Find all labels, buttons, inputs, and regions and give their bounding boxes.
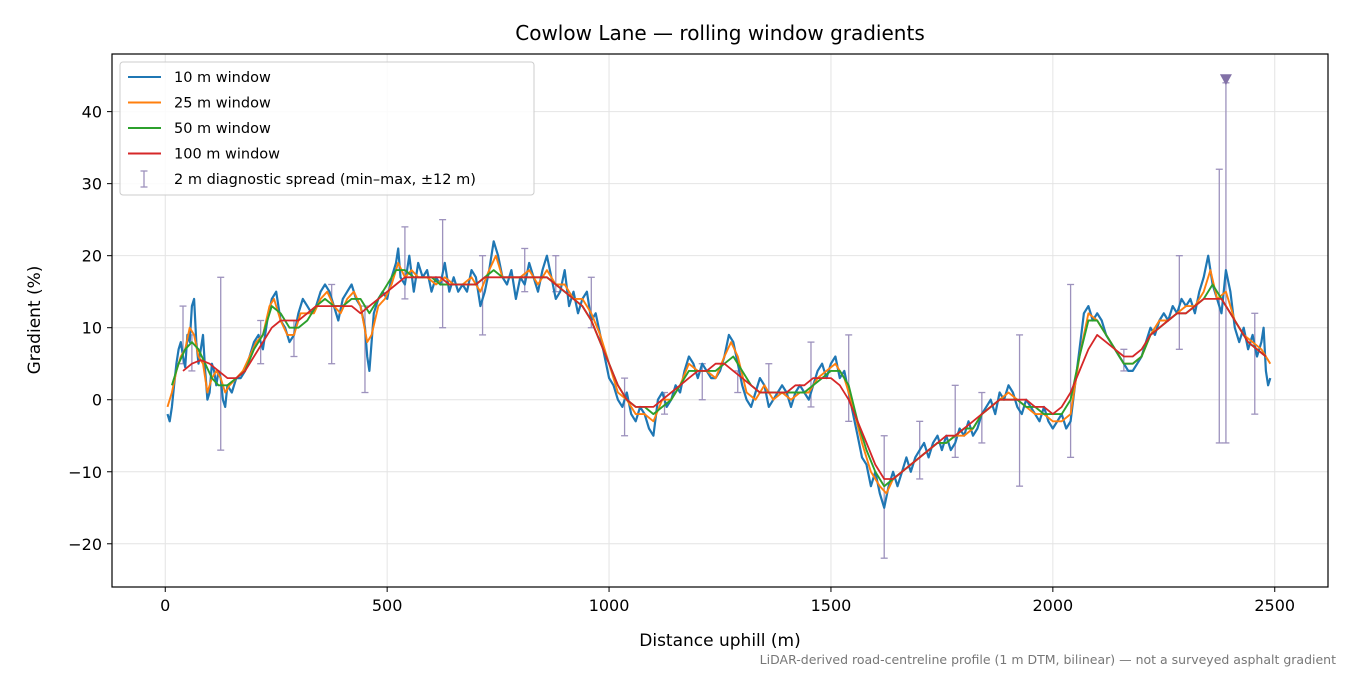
errorbar [1251, 312, 1259, 415]
y-tick-label: −10 [68, 463, 102, 482]
errorbar [978, 391, 986, 444]
legend: 10 m window 25 m window 50 m window 100 m w… [119, 61, 535, 196]
errorbar [880, 435, 888, 559]
chart-title: Cowlow Lane — rolling window gradients [515, 21, 924, 45]
x-axis-ticks: 0 500 1000 1500 2000 2500 [160, 587, 1295, 615]
footnote: LiDAR-derived road-centreline profile (1… [760, 652, 1336, 667]
x-tick-label: 2000 [1032, 596, 1073, 615]
errorbar [401, 226, 409, 300]
errorbar [1120, 348, 1128, 372]
x-tick-label: 500 [372, 596, 403, 615]
legend-label-3: 50 m window [174, 121, 271, 137]
errorbar [845, 334, 853, 422]
x-axis-label: Distance uphill (m) [639, 631, 800, 651]
errorbar [951, 384, 959, 459]
errorbar [1067, 283, 1075, 459]
y-tick-label: −20 [68, 535, 102, 554]
series-line-4 [182, 276, 1267, 480]
errorbar [1222, 82, 1230, 444]
y-tick-label: 20 [82, 247, 102, 266]
outlier-marker [1219, 74, 1232, 86]
errorbar [621, 377, 629, 437]
errorbar [217, 276, 225, 451]
series-lines [166, 240, 1272, 509]
y-axis-ticks: −20 −10 0 10 20 30 40 [68, 103, 112, 554]
y-tick-label: 30 [82, 175, 102, 194]
legend-label-4: 100 m window [174, 147, 280, 163]
y-axis-label: Gradient (%) [25, 266, 45, 375]
legend-label-1: 10 m window [174, 70, 271, 86]
x-tick-label: 2500 [1254, 596, 1295, 615]
series-line-1 [166, 240, 1272, 509]
legend-label-2: 25 m window [174, 96, 271, 112]
y-tick-label: 40 [82, 103, 102, 122]
series-line-3 [170, 269, 1267, 488]
x-tick-label: 1000 [589, 596, 630, 615]
legend-label-errorbars: 2 m diagnostic spread (min–max, ±12 m) [174, 172, 476, 188]
outlier-marker-layer [1219, 74, 1232, 86]
plot-frame [111, 53, 1329, 588]
y-tick-label: 0 [92, 391, 102, 410]
y-tick-label: 10 [82, 319, 102, 338]
legend-box [119, 61, 535, 196]
x-tick-label: 0 [160, 596, 170, 615]
x-tick-label: 1500 [811, 596, 852, 615]
